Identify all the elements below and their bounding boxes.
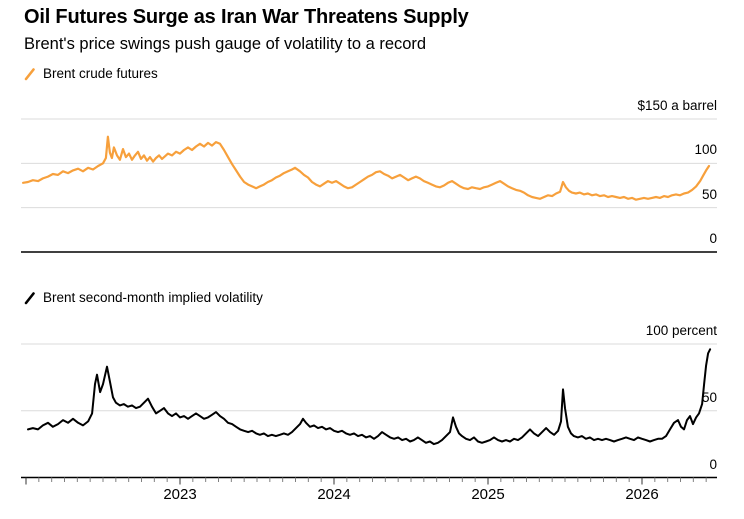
y-axis-label: 0 <box>709 456 717 472</box>
y-axis-label: 100 <box>694 142 717 158</box>
black-slash-icon <box>24 291 35 304</box>
brent-price-line <box>22 135 711 201</box>
legend-brent-crude-futures: Brent crude futures <box>24 66 158 82</box>
x-axis-year-label: 2025 <box>471 486 505 503</box>
orange-slash-icon <box>24 67 35 80</box>
implied-volatility-line <box>27 348 712 446</box>
chart-subtitle: Brent's price swings push gauge of volat… <box>24 35 427 53</box>
legend-label-implied-volatility: Brent second-month implied volatility <box>43 290 263 305</box>
x-axis-year-label: 2024 <box>317 486 351 503</box>
legend-implied-volatility: Brent second-month implied volatility <box>24 290 263 306</box>
x-axis-year-label: 2023 <box>163 486 197 503</box>
y-axis-label: 0 <box>709 231 717 246</box>
y-axis-label: 100 percent <box>645 323 717 338</box>
chart-title: Oil Futures Surge as Iran War Threatens … <box>24 6 469 28</box>
y-axis-label: 50 <box>701 186 717 202</box>
y-axis-label: $150 a barrel <box>637 98 717 113</box>
legend-label-brent-futures: Brent crude futures <box>43 66 158 81</box>
y-axis-label: 50 <box>701 389 717 405</box>
x-axis-year-label: 2026 <box>625 486 659 503</box>
